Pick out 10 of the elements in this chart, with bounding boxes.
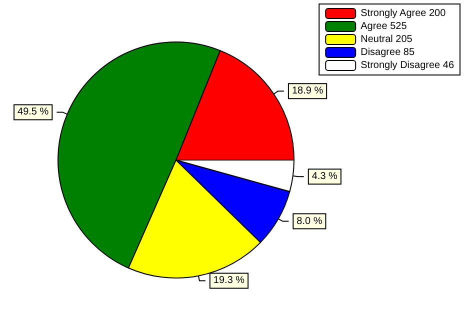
data-label: 4.3 % — [312, 171, 338, 182]
legend-label: Strongly Agree 200 — [360, 8, 446, 19]
data-label: 8.0 % — [296, 216, 322, 227]
legend-label: Neutral 205 — [360, 34, 413, 45]
legend-label: Strongly Disagree 46 — [360, 60, 454, 71]
data-label: 18.9 % — [292, 86, 324, 97]
data-label: 49.5 % — [18, 106, 49, 118]
legend-label: Disagree 85 — [360, 47, 415, 58]
data-label: 19.3 % — [213, 275, 245, 286]
legend-label: Agree 525 — [360, 21, 408, 32]
